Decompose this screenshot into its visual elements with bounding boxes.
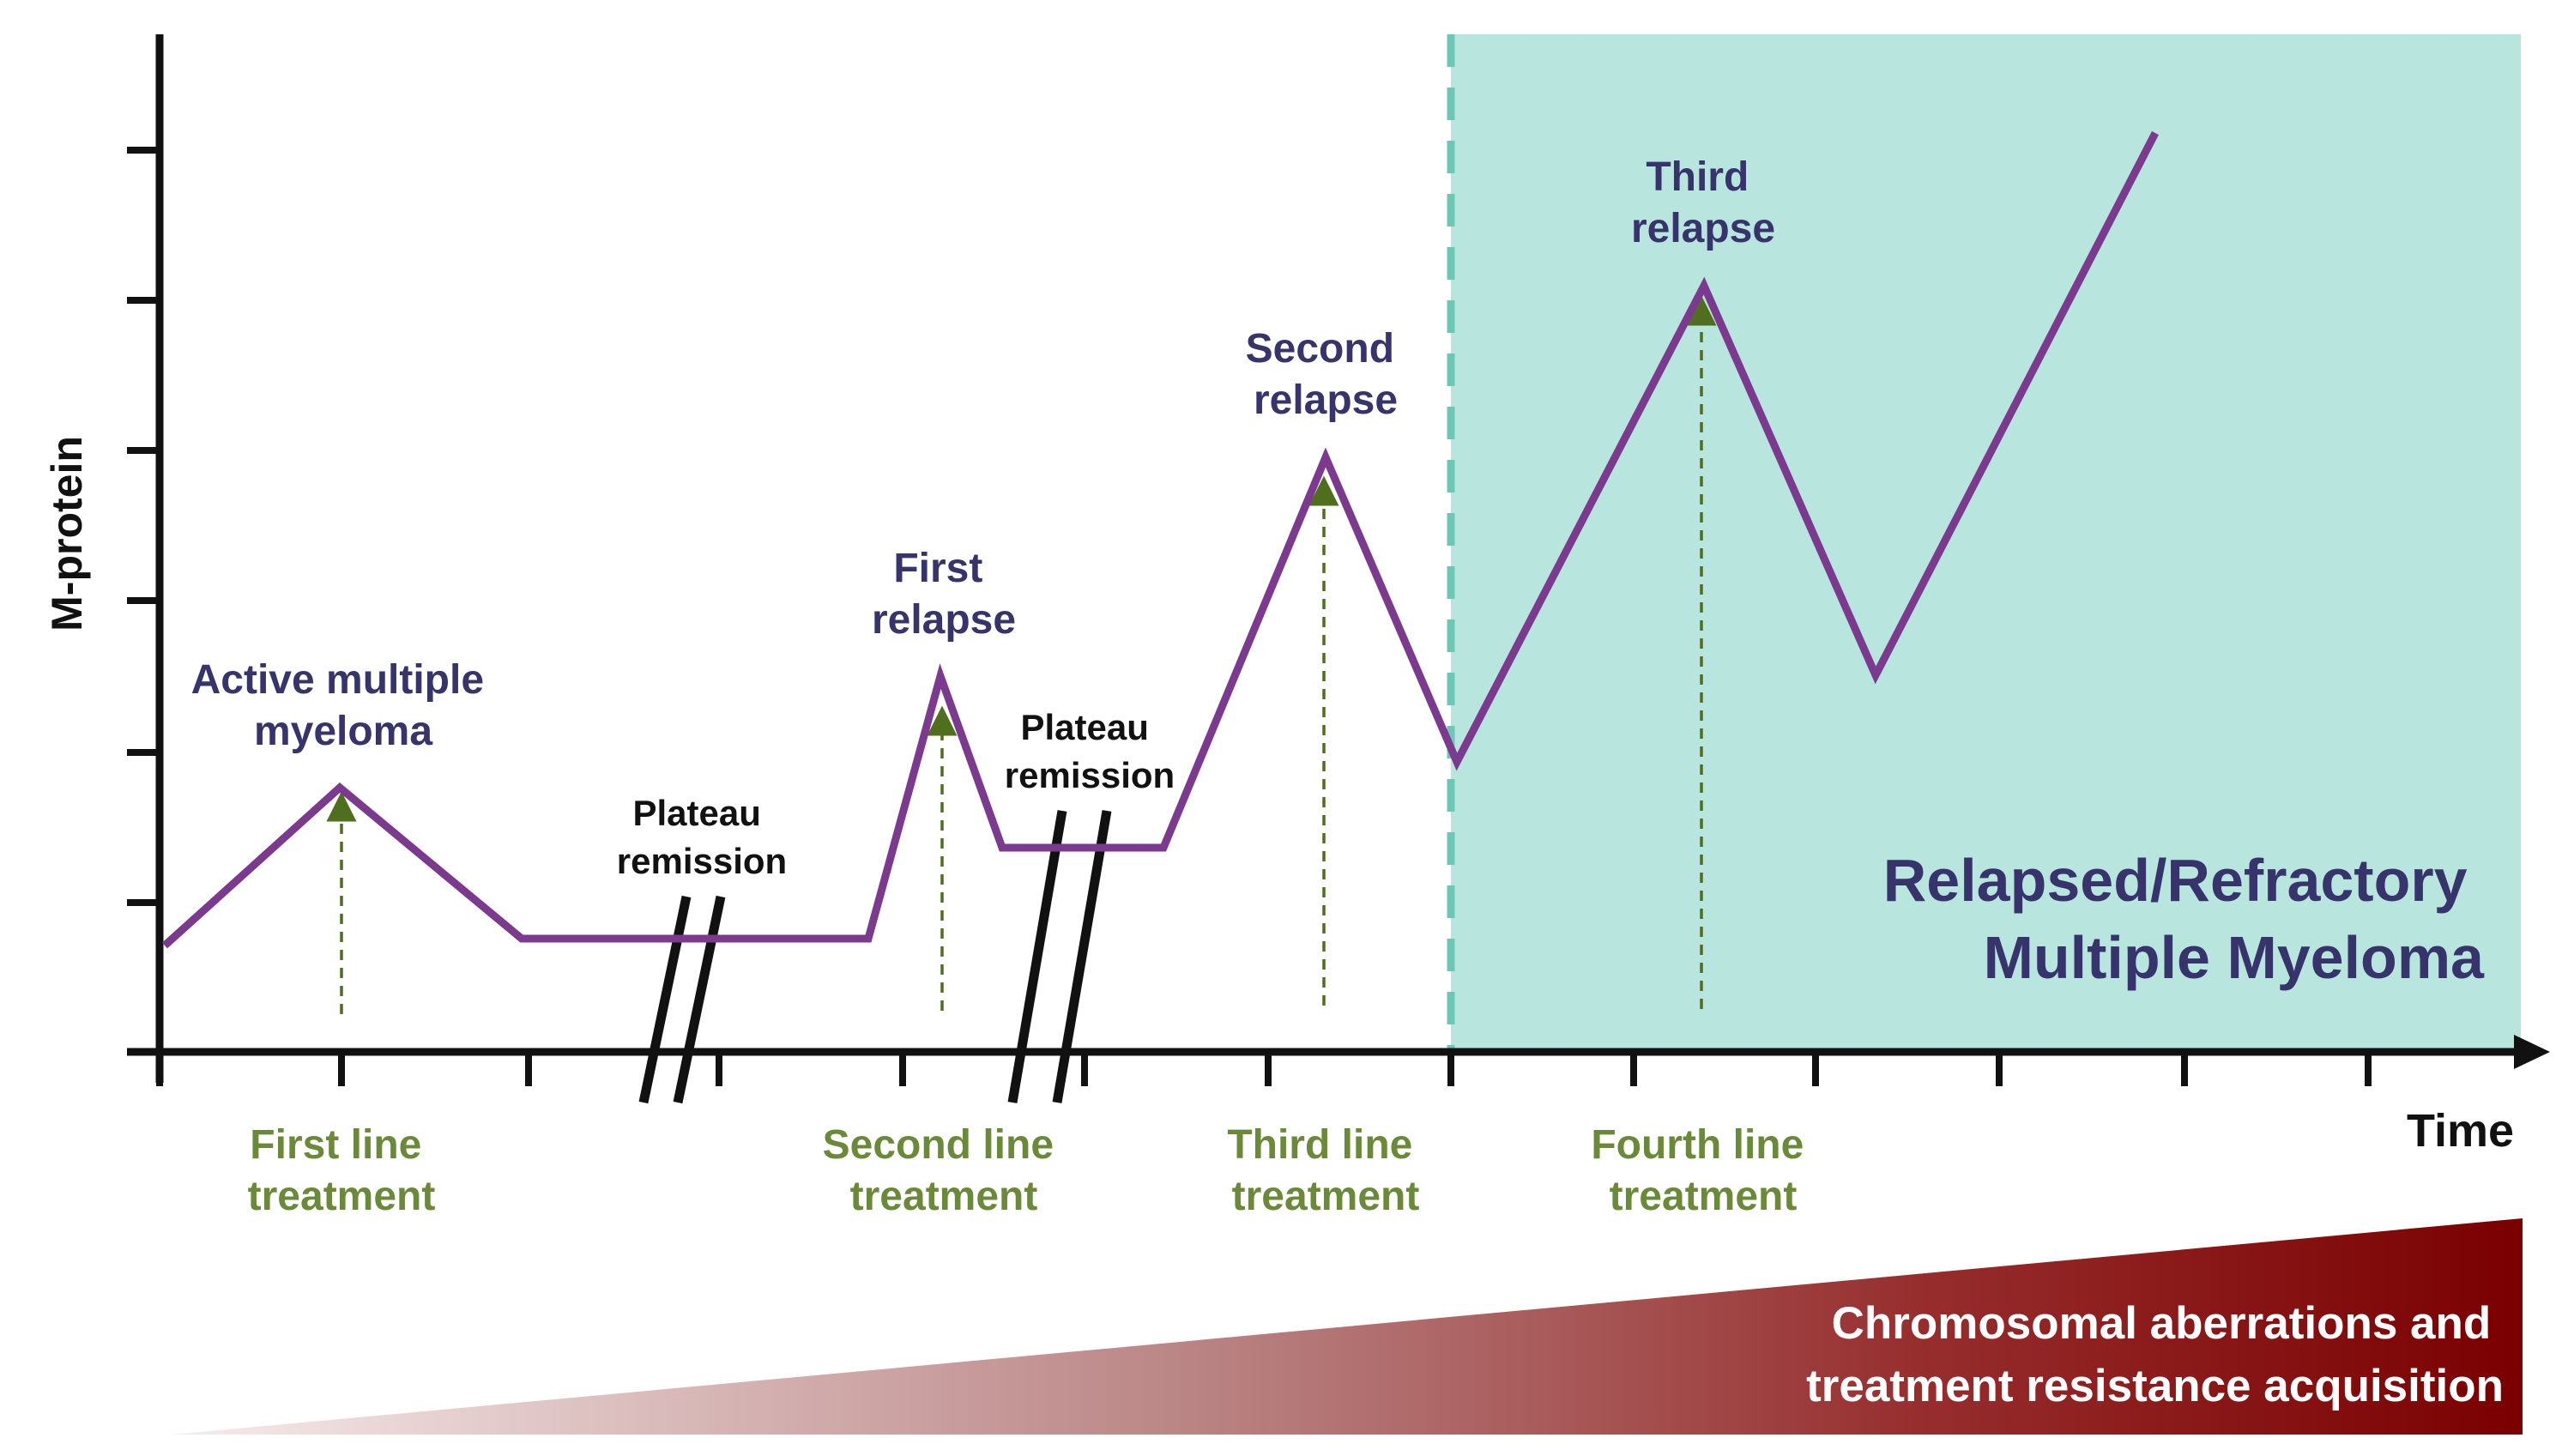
x-axis-ticks [156,1055,2372,1086]
rrmm-region [1451,34,2521,1052]
treatment-label-fourth: Fourth line treatment [1591,1122,1815,1219]
first-relapse-label: First relapse [872,546,1016,643]
resistance-wedge [172,1218,2523,1435]
m-protein-curve [161,130,2159,949]
plateau-remission-label-1: Plateau remission [617,793,787,881]
treatment-label-first: First line treatment [248,1122,436,1219]
y-axis-label: M-protein [43,436,91,631]
x-axis-arrowhead [2514,1035,2550,1069]
y-axis-ticks [127,147,160,906]
active-myeloma-label: Active multiple myeloma [191,657,496,754]
treatment-arrows [326,295,1717,1014]
x-axis-label: Time [2407,1105,2514,1157]
rrmm-label: Relapsed/Refractory Multiple Myeloma [1883,847,2485,991]
treatment-label-second: Second line treatment [823,1122,1066,1219]
axis-break-1 [638,895,726,1104]
plateau-remission-label-2: Plateau remission [1005,707,1175,795]
resistance-wedge-label: Chromosomal aberrations and treatment re… [1806,1298,2504,1411]
axes [127,34,2550,1086]
third-relapse-label: Third relapse [1631,154,1775,251]
second-relapse-label: Second relapse [1246,326,1406,423]
treatment-label-third: Third line treatment [1227,1122,1423,1219]
treatment-labels: First line treatment Second line treatme… [248,1122,1815,1219]
axis-break-2 [1007,810,1112,1103]
